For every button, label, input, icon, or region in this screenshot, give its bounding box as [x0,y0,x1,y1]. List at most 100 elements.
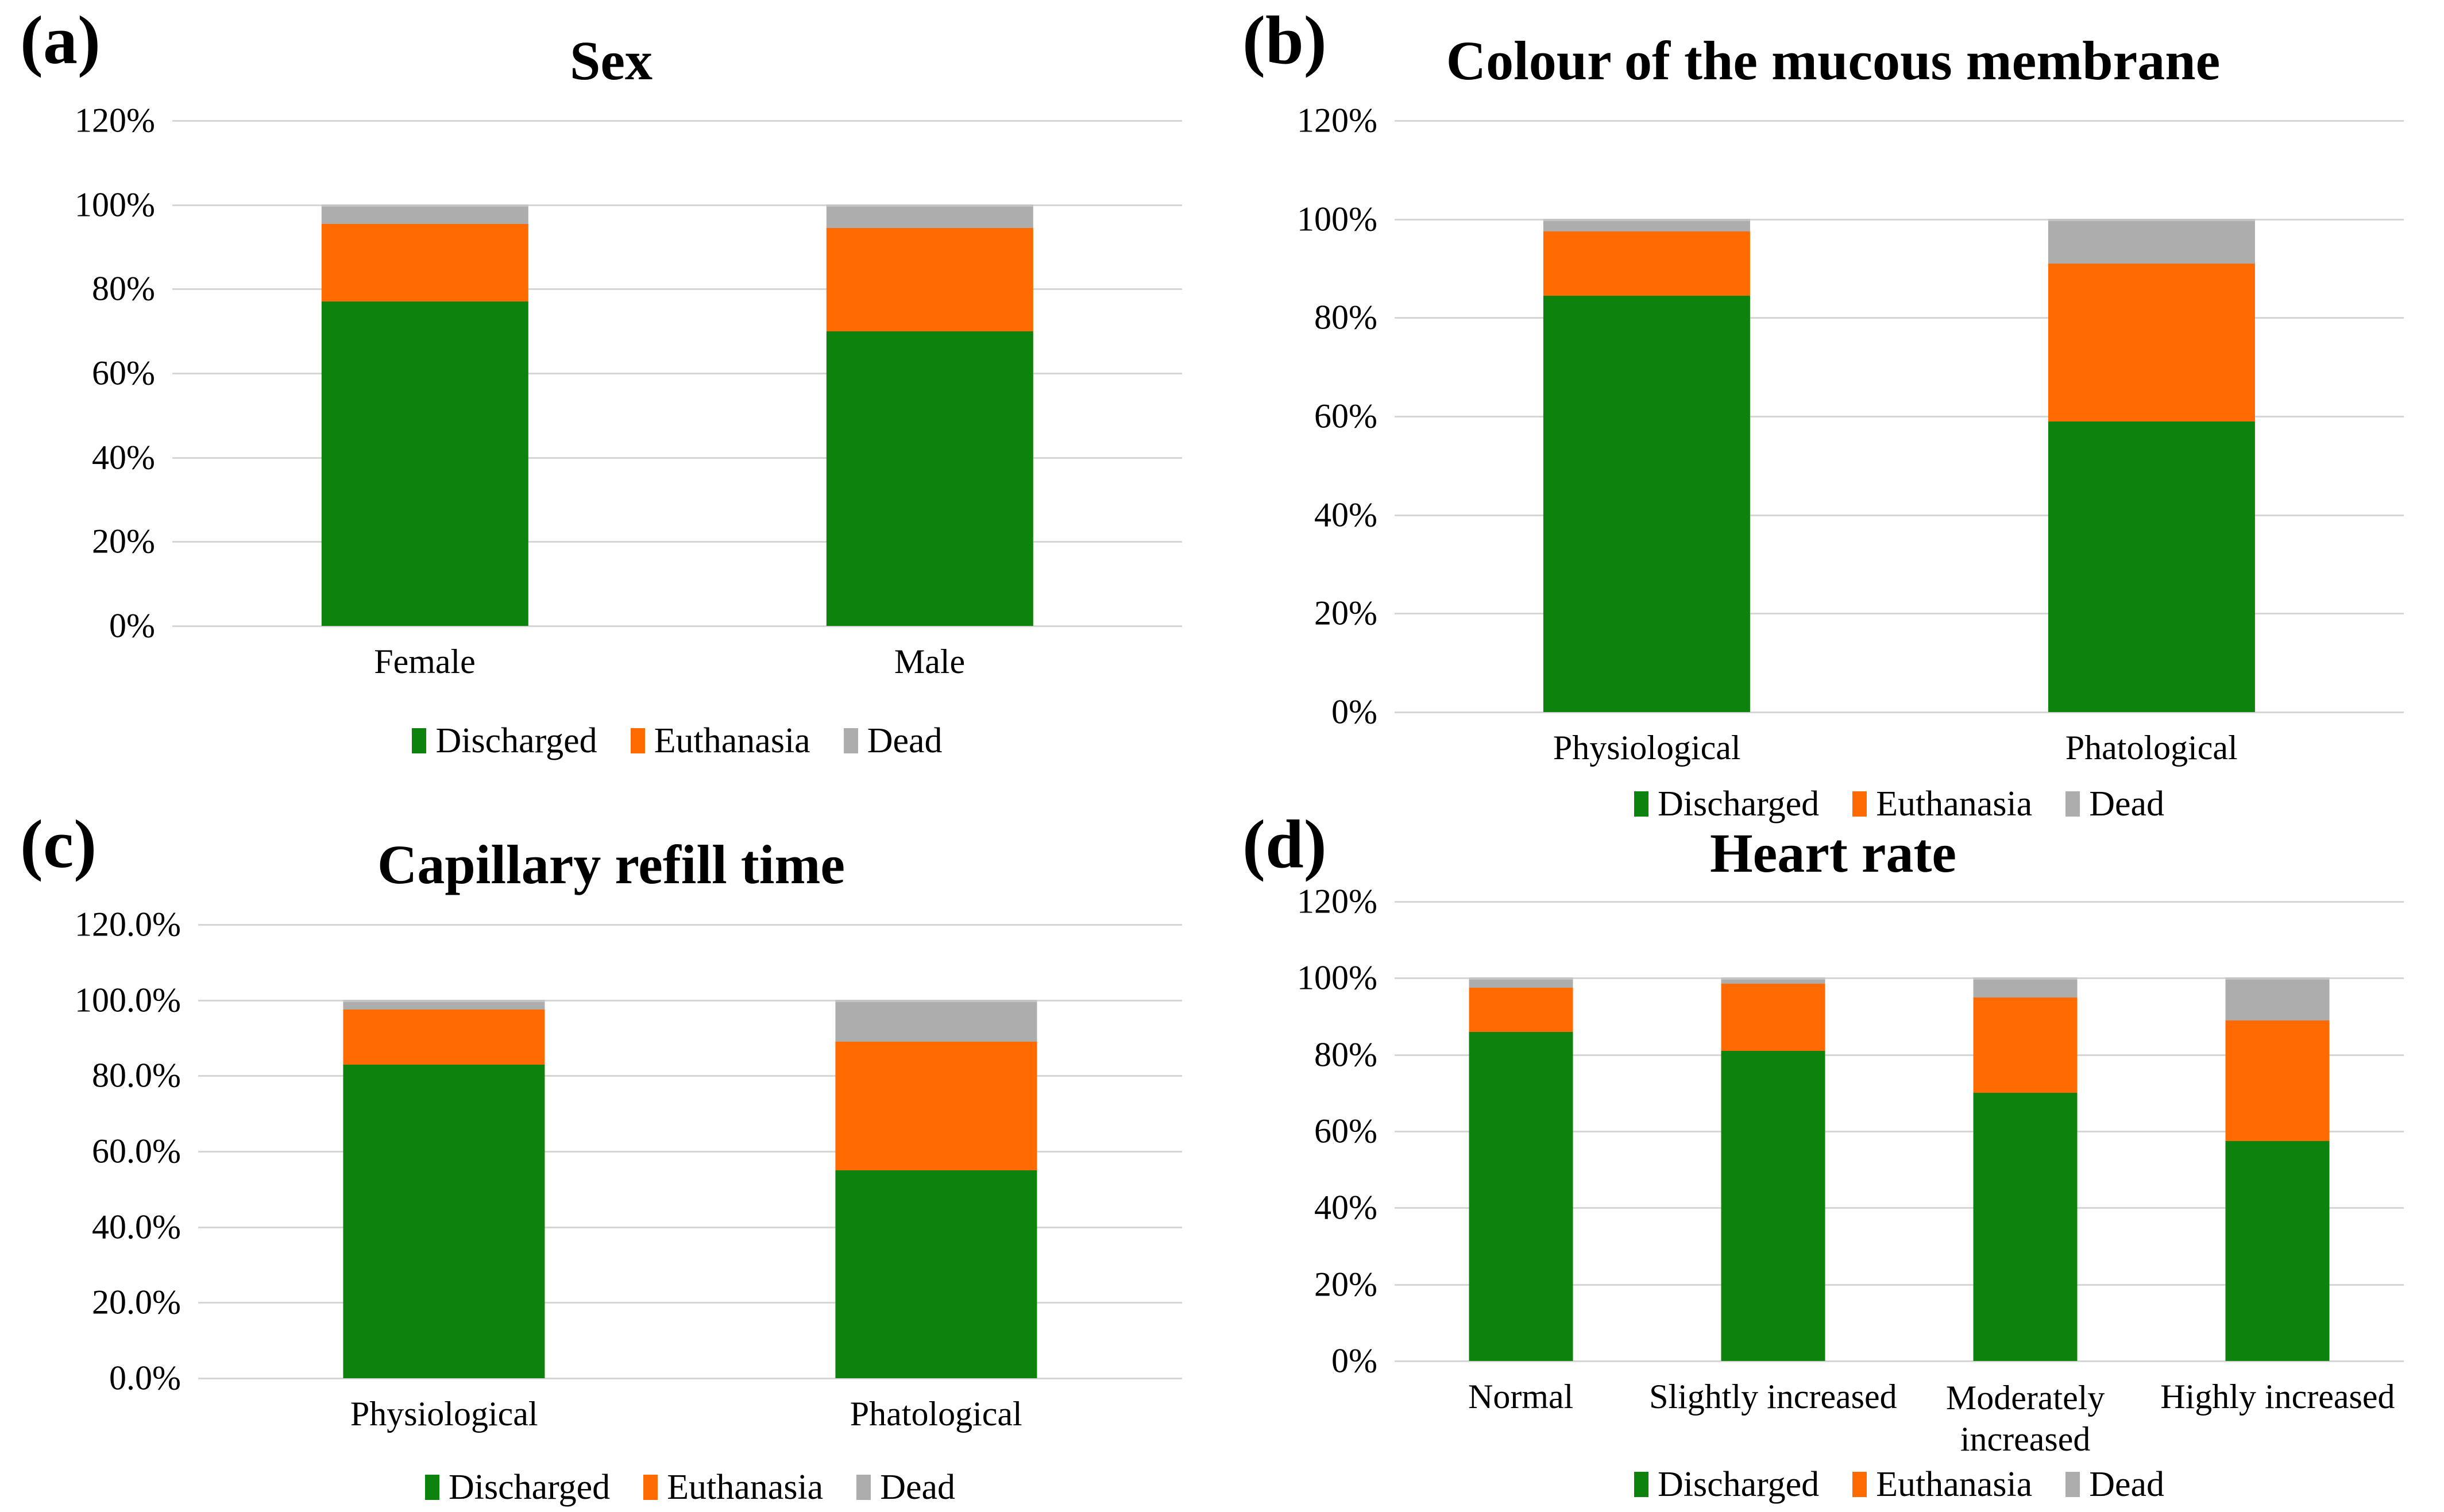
bar-segment-euthanasia [1543,231,1751,296]
chart-area: 120% 100% 80% 60% 40% 20% 0% [0,102,1222,645]
legend-item-euthanasia: Euthanasia [1852,1464,2032,1505]
plot-area [198,924,1182,1379]
gridline [1395,901,2404,903]
y-tick-label: 0% [1331,1341,1377,1380]
x-axis-label-male: Male [894,643,966,680]
y-tick-label: 20% [1314,594,1377,632]
legend-label: Dead [2089,1464,2165,1504]
chart-title-sex: Sex [570,29,652,91]
legend-swatch-discharged [412,728,427,753]
x-axis-labels: Female Male [172,626,1182,701]
gridline [198,999,1182,1001]
plot-area [1395,120,2404,713]
panel-mucous-membrane: (b) Colour of the mucous membrane 120% 10… [1222,0,2444,823]
y-axis: 120% 100% 80% 60% 40% 20% 0% [1222,102,1395,731]
x-axis-label-highly-increased: Highly increased [2160,1378,2395,1416]
gridline [1395,416,2404,417]
gridline [172,457,1182,459]
legend: Discharged Euthanasia Dead [198,1464,1182,1510]
legend-item-dead: Dead [856,1467,955,1508]
gridline [172,288,1182,291]
bar-segment-dead [835,1000,1037,1042]
x-axis-labels: Normal Slightly increased Moderately incre… [1395,1361,2404,1461]
legend-item-discharged: Discharged [424,1467,611,1508]
y-tick-label: 60.0% [92,1132,181,1170]
panel-sex: (a) Sex 120% 100% 80% 60% 40% 20% 0% Female Mal… [0,0,1222,804]
panel-letter-b: (b) [1242,2,1327,78]
bar-segment-dead [2225,978,2330,1020]
bar-segment-euthanasia [1469,988,1573,1032]
bar-phatological [2048,218,2256,712]
y-tick-label: 80% [1314,298,1377,337]
y-tick-label: 120% [1297,101,1377,140]
panel-letter-c: (c) [20,806,97,882]
bar-segment-dead [1543,219,1751,232]
gridline [1395,514,2404,516]
legend-label: Euthanasia [1876,784,2033,823]
bar-segment-euthanasia [826,228,1033,331]
legend: Discharged Euthanasia Dead [1395,1461,2404,1507]
legend-swatch-discharged [1634,1472,1648,1497]
bar-physiological [1543,218,1751,712]
legend-item-dead: Dead [843,721,943,761]
chart-area: 120.0% 100.0% 80.0% 60.0% 40.0% 20.0% 0.0% [0,906,1222,1397]
gridline [1395,1360,2404,1362]
y-tick-label: 40% [92,438,155,477]
gridline [1395,711,2404,713]
bar-highly-increased [2225,977,2330,1361]
panel-capillary-refill-time: (c) Capillary refill time 120.0% 100.0% 80… [0,804,1222,1512]
x-axis-label-physiological: Physiological [1553,729,1741,767]
y-axis: 120.0% 100.0% 80.0% 60.0% 40.0% 20.0% 0.0% [0,906,198,1397]
gridline [1395,1207,2404,1209]
legend-swatch-dead [856,1475,871,1500]
bar-normal [1469,977,1573,1361]
gridline [172,204,1182,206]
legend: Discharged Euthanasia Dead [1395,781,2404,827]
y-tick-label: 0% [109,606,155,645]
bar-segment-euthanasia [321,223,528,302]
bar-segment-discharged [321,301,528,626]
bar-segment-dead [826,204,1033,228]
gridline [198,1226,1182,1228]
legend-swatch-dead [2065,791,2080,817]
gridline [172,625,1182,627]
legend-label: Discharged [1657,784,1820,823]
chart-title-heart-rate: Heart rate [1709,822,1957,884]
legend-label: Discharged [448,1467,611,1507]
bar-segment-euthanasia [1721,984,1825,1051]
bar-segment-euthanasia [835,1042,1037,1170]
legend-item-discharged: Discharged [412,721,597,761]
legend-swatch-euthanasia [1852,791,1867,817]
legend-label: Dead [880,1467,956,1507]
x-axis-labels: Physiological Phatological [1395,712,2404,781]
legend-item-dead: Dead [2065,1464,2164,1505]
legend-swatch-discharged [1634,791,1648,817]
bar-segment-dead [1721,978,1825,984]
panel-letter-d: (d) [1242,806,1327,882]
y-tick-label: 0.0% [109,1359,181,1397]
legend-item-discharged: Discharged [1634,1464,1819,1505]
x-axis-label-female: Female [374,643,476,680]
y-tick-label: 100% [1297,200,1377,238]
bar-segment-discharged [826,331,1033,626]
y-tick-label: 40.0% [92,1208,181,1246]
legend-swatch-euthanasia [643,1475,658,1500]
y-tick-label: 20% [92,522,155,560]
legend-label: Discharged [435,721,597,760]
y-tick-label: 60% [92,354,155,392]
legend-swatch-dead [843,728,858,753]
y-tick-label: 120% [75,101,155,140]
plot-area [1395,901,2404,1362]
bar-moderately-increased [1973,977,2078,1361]
y-tick-label: 40% [1314,496,1377,534]
gridline [198,1378,1182,1379]
legend-item-euthanasia: Euthanasia [1852,784,2032,825]
bar-segment-discharged [2048,421,2255,712]
bar-segment-discharged [2225,1140,2330,1361]
chart-title-capillary-refill-time: Capillary refill time [377,833,845,895]
legend-item-dead: Dead [2065,784,2164,825]
y-tick-label: 80.0% [92,1056,181,1095]
bar-phatological [835,999,1037,1378]
y-axis: 120% 100% 80% 60% 40% 20% 0% [1222,883,1395,1380]
